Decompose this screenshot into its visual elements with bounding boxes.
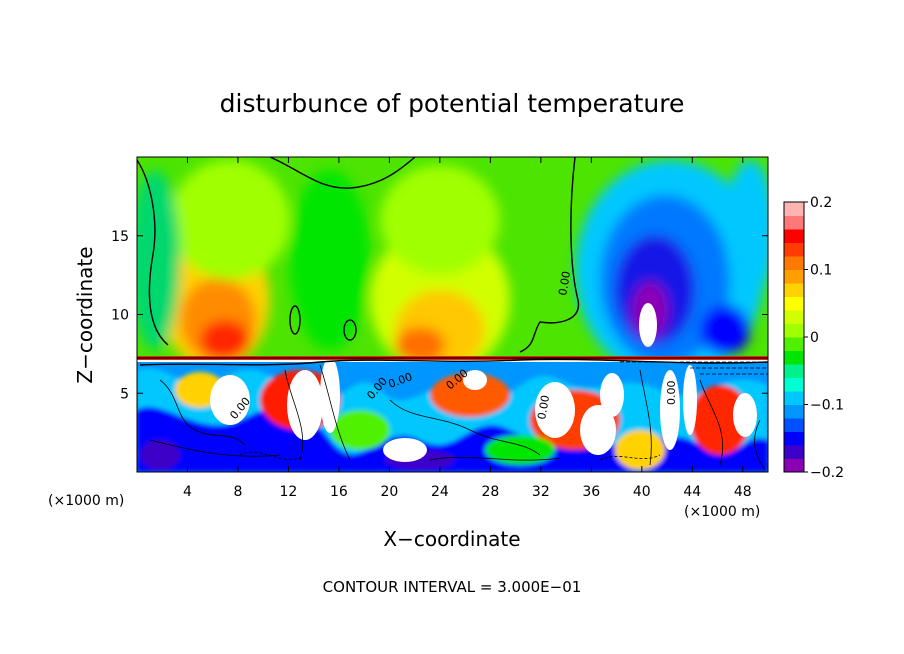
colorbar-swatch — [784, 350, 804, 365]
x-unit-left: (×1000 m) — [48, 493, 124, 509]
y-axis: 5 10 15 — [111, 229, 768, 402]
x-axis: 4 8 12 16 20 24 28 32 36 40 44 48 — [183, 157, 752, 500]
lower-field — [137, 356, 768, 472]
colorbar-swatch — [784, 404, 804, 419]
x-tick-label: 12 — [280, 484, 298, 500]
chart-title: disturbunce of potential temperature — [220, 89, 685, 118]
colorbar-tick-label: −0.1 — [810, 398, 844, 414]
x-tick-label: 16 — [330, 484, 348, 500]
x-tick-label: 40 — [633, 484, 651, 500]
x-tick-label: 36 — [582, 484, 600, 500]
x-axis-label: X−coordinate — [383, 527, 520, 551]
colorbar-swatch — [784, 256, 804, 270]
contour-label: 0.00 — [535, 394, 552, 420]
colorbar-swatch — [784, 391, 804, 405]
upper-field — [137, 160, 768, 380]
white-plume — [639, 303, 657, 347]
x-tick-label: 32 — [532, 484, 550, 500]
x-tick-label: 4 — [183, 484, 192, 500]
contour-label: 0.00 — [665, 381, 678, 406]
colorbar-tick-label: 0 — [810, 330, 819, 346]
y-tick-label: 15 — [111, 229, 129, 245]
contour-interval-note: CONTOUR INTERVAL = 3.000E−01 — [323, 578, 582, 596]
y-tick-label: 5 — [120, 386, 129, 402]
colorbar-swatch — [784, 283, 804, 297]
colorbar-swatch — [784, 418, 804, 432]
colorbar-tick-label: 0.2 — [810, 195, 832, 211]
x-tick-label: 44 — [683, 484, 701, 500]
y-tick-label: 10 — [111, 308, 129, 324]
x-tick-label: 28 — [481, 484, 499, 500]
x-tick-label: 20 — [380, 484, 398, 500]
colorbar-swatch — [784, 310, 804, 324]
contour-label: 0.00 — [556, 270, 573, 296]
plot-area — [137, 157, 768, 472]
colorbar-swatch — [784, 431, 804, 446]
x-tick-label: 8 — [233, 484, 242, 500]
x-tick-label: 24 — [431, 484, 449, 500]
colorbar-swatch — [784, 202, 804, 216]
contour-lines — [137, 157, 768, 366]
colorbar-swatch — [784, 215, 804, 230]
contour-lines-fine — [149, 361, 768, 471]
colorbar-swatch — [784, 364, 804, 378]
colorbar-swatch — [784, 323, 804, 338]
colorbar-swatch — [784, 296, 804, 311]
colorbar-swatch — [784, 458, 804, 473]
x-unit-right: (×1000 m) — [684, 504, 760, 520]
y-axis-label: Z−coordinate — [73, 246, 97, 383]
colorbar-swatch — [784, 242, 804, 257]
colorbar-swatch — [784, 269, 804, 284]
x-tick-label: 48 — [734, 484, 752, 500]
colorbar-tick-label: −0.2 — [810, 465, 844, 481]
colorbar: 0.2 0.1 0 −0.1 −0.2 — [783, 195, 844, 481]
colorbar-swatch — [784, 229, 804, 243]
colorbar-swatch — [784, 377, 804, 392]
colorbar-swatch — [784, 337, 804, 351]
colorbar-tick-label: 0.1 — [810, 263, 832, 279]
colorbar-swatch — [784, 445, 804, 459]
